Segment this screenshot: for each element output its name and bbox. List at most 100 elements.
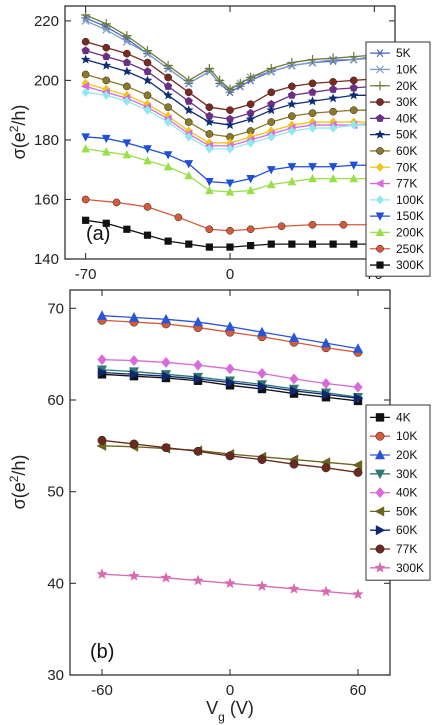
data-point-200k <box>143 156 152 165</box>
legend-entry-250k: 250K <box>370 242 424 256</box>
legend-marker-200k <box>375 227 385 237</box>
legend-label-70k: 70K <box>396 160 417 174</box>
legend-marker-77k <box>375 544 385 554</box>
data-point-30k <box>308 79 317 88</box>
data-point-30k <box>164 73 172 82</box>
data-point-77k <box>161 443 171 453</box>
panel-b-y-axis-title: σ(e2/h) <box>7 455 29 510</box>
data-point-20k <box>101 19 111 29</box>
data-point-300k <box>308 240 317 248</box>
legend-entry-20k: 20K <box>370 79 417 93</box>
data-point-250k <box>112 198 121 207</box>
legend-entry-10k: 10K <box>370 429 417 443</box>
data-point-30k <box>123 49 131 58</box>
legend-entry-77k: 77K <box>370 542 417 556</box>
data-point-150k <box>246 175 255 184</box>
legend-label-77k: 77K <box>396 177 417 191</box>
legend-marker-20k <box>375 81 385 91</box>
legend-label-77k: 77K <box>396 542 417 556</box>
legend-label-300k: 300K <box>396 258 424 272</box>
data-point-77k <box>97 435 107 445</box>
data-point-150k <box>225 179 235 188</box>
data-point-50k <box>307 96 318 106</box>
legend-label-5k: 5K <box>396 46 411 60</box>
data-point-100k <box>287 126 296 136</box>
data-point-60k <box>184 118 193 126</box>
data-point-300k <box>352 588 364 600</box>
data-point-20k <box>256 326 268 337</box>
y-tick-label: 160 <box>34 191 59 208</box>
data-point-50k <box>287 99 297 109</box>
data-point-250k <box>308 220 317 229</box>
data-point-250k <box>174 213 183 222</box>
data-point-20k <box>307 54 318 65</box>
data-point-300k <box>96 568 108 579</box>
panel-a-series-group <box>80 10 380 251</box>
data-point-100k <box>81 87 90 97</box>
y-tick-label: 30 <box>47 667 64 684</box>
data-point-150k <box>287 163 297 172</box>
data-point-200k <box>225 187 235 196</box>
data-point-20k <box>128 312 140 322</box>
data-point-20k <box>235 78 245 89</box>
x-tick-label: 0 <box>226 266 234 283</box>
data-point-40k <box>329 85 338 93</box>
data-point-200k <box>101 147 111 156</box>
data-point-40k <box>287 90 296 99</box>
legend-marker-70k <box>376 162 384 172</box>
data-point-20k <box>225 84 235 95</box>
data-point-200k <box>266 179 276 189</box>
data-point-200k <box>81 144 90 153</box>
legend-label-30k: 30K <box>396 467 417 481</box>
data-point-40k <box>129 355 139 367</box>
data-point-77k <box>193 446 203 456</box>
data-point-40k <box>225 363 235 375</box>
y-tick-label: 220 <box>34 13 59 30</box>
legend-label-30k: 30K <box>396 95 417 109</box>
data-point-40k <box>246 108 255 117</box>
data-point-20k <box>160 313 172 324</box>
data-point-40k <box>143 67 152 75</box>
data-point-40k <box>257 367 267 379</box>
data-point-60k <box>257 381 268 392</box>
legend-marker-77k <box>375 179 384 188</box>
data-point-60k <box>321 389 332 400</box>
legend-marker-300k <box>374 561 386 573</box>
data-point-200k <box>122 150 132 159</box>
panel-b-series-group <box>96 310 364 600</box>
data-point-60k <box>205 130 214 138</box>
data-point-100k <box>308 123 317 133</box>
data-point-300k <box>288 240 296 248</box>
data-point-100k <box>102 90 111 100</box>
data-point-20k <box>288 332 300 342</box>
y-tick-label: 200 <box>34 72 59 89</box>
data-point-300k <box>288 582 300 594</box>
data-point-150k <box>143 145 152 154</box>
data-point-100k <box>226 144 234 154</box>
data-point-300k <box>160 571 172 583</box>
legend-label-20k: 20K <box>396 448 417 462</box>
legend-entry-50k: 50K <box>370 128 417 142</box>
data-point-40k <box>308 88 317 96</box>
data-point-70k <box>164 111 173 121</box>
data-point-300k <box>350 240 358 248</box>
legend-entry-40k: 40K <box>370 486 417 500</box>
y-tick-label: 140 <box>34 251 59 268</box>
data-point-40k <box>205 111 214 120</box>
data-point-20k <box>122 31 132 41</box>
data-point-150k <box>101 134 111 144</box>
y-tick-label: 180 <box>34 132 59 149</box>
data-point-100k <box>349 120 358 130</box>
data-point-60k <box>349 106 358 115</box>
data-point-30k <box>349 76 358 85</box>
panel-b-label: (b) <box>90 641 114 663</box>
data-point-30k <box>246 100 255 109</box>
legend-marker-4k <box>375 413 385 422</box>
series-300k <box>82 216 378 251</box>
series-40k <box>97 354 363 393</box>
data-point-60k <box>129 369 140 380</box>
legend-label-50k: 50K <box>396 504 417 518</box>
series-50k <box>80 54 380 130</box>
legend-label-20k: 20K <box>396 79 417 93</box>
legend-marker-150k <box>375 212 385 221</box>
